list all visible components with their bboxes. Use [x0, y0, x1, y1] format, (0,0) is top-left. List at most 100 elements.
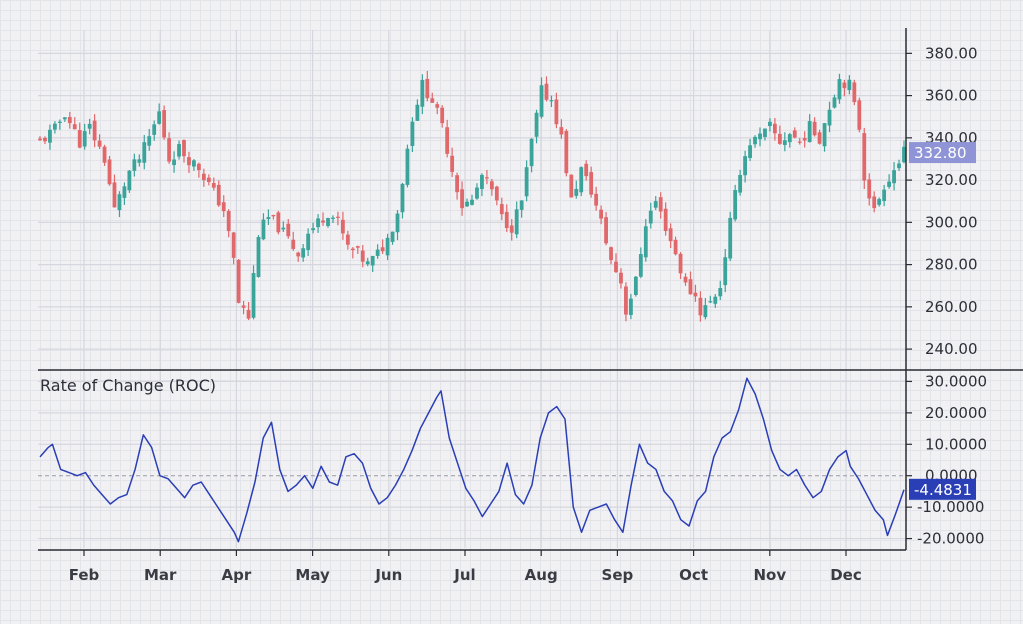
candle-body	[499, 204, 504, 215]
candle	[683, 273, 688, 286]
candle	[748, 138, 752, 161]
candle	[539, 77, 544, 119]
candle	[266, 209, 271, 225]
candle-body	[390, 231, 395, 242]
candle-body	[777, 133, 782, 144]
candle	[718, 280, 723, 301]
candle-body	[643, 226, 648, 258]
candle-body	[256, 236, 261, 277]
candle-body	[579, 167, 584, 193]
candle-body	[102, 146, 107, 163]
candle	[728, 211, 733, 262]
candle	[430, 92, 435, 103]
candle	[609, 246, 613, 265]
candle	[87, 118, 92, 135]
candle	[584, 160, 589, 181]
candle	[321, 212, 325, 226]
candle	[261, 213, 266, 241]
candle-body	[638, 254, 643, 277]
candle-body	[291, 239, 296, 249]
candle-body	[772, 123, 777, 134]
price-tick-label: 380.00	[925, 44, 978, 62]
candle	[172, 151, 176, 173]
candle-body	[296, 252, 301, 257]
candle-body	[326, 218, 330, 226]
month-tick-label: Jul	[453, 566, 475, 584]
candle-body	[226, 210, 231, 232]
candle-body	[728, 217, 733, 259]
candle	[231, 231, 236, 265]
candle	[777, 125, 782, 145]
roc-line	[39, 377, 905, 543]
candle	[579, 166, 584, 197]
candle	[524, 160, 529, 202]
candle-body	[748, 145, 752, 158]
candle-body	[524, 167, 529, 197]
candle-body	[832, 97, 837, 108]
candle-body	[420, 79, 425, 107]
candle	[882, 184, 887, 207]
candle	[484, 169, 489, 185]
candle	[519, 200, 524, 218]
candle-body	[847, 79, 852, 91]
candle-body	[395, 213, 400, 233]
candle-body	[38, 138, 42, 141]
candle-body	[564, 130, 569, 174]
candle	[187, 151, 191, 174]
candle	[72, 117, 77, 130]
candle	[450, 147, 455, 178]
candle	[271, 214, 276, 220]
candle	[743, 150, 748, 183]
candle-body	[311, 228, 316, 231]
candle	[633, 275, 638, 297]
candle-body	[519, 200, 524, 210]
candle-body	[400, 183, 405, 213]
candle	[167, 132, 172, 164]
candle-body	[385, 237, 390, 256]
candle	[534, 109, 539, 144]
candle-body	[902, 146, 906, 163]
candle-body	[753, 136, 757, 145]
candle-body	[633, 276, 638, 295]
candle	[152, 120, 157, 141]
candle-body	[450, 155, 455, 172]
candle	[792, 127, 797, 139]
candle-body	[331, 217, 335, 219]
price-tick-label: 360.00	[925, 87, 978, 105]
candle	[648, 202, 653, 229]
candle	[768, 118, 772, 132]
candle	[132, 153, 137, 177]
candle-body	[822, 123, 827, 147]
candle	[703, 298, 708, 320]
candle-body	[584, 163, 589, 177]
candle-body	[867, 179, 872, 199]
candle	[62, 117, 67, 122]
candle-body	[549, 100, 554, 102]
candle-body	[251, 273, 256, 318]
candle	[867, 173, 872, 206]
candle	[460, 181, 464, 216]
candle-body	[340, 219, 345, 234]
candle	[360, 244, 365, 268]
candle	[276, 210, 281, 235]
roc-tick-label: -10.0000	[917, 498, 984, 516]
roc-axis-ticks: 30.000020.000010.00000.0000-10.0000-20.0…	[906, 372, 987, 548]
candle-body	[738, 175, 743, 193]
candle	[405, 144, 410, 188]
candle	[440, 105, 445, 128]
price-badge-bg	[909, 142, 976, 164]
candle	[331, 215, 335, 224]
candle-body	[127, 170, 132, 191]
candle	[807, 114, 812, 143]
candle	[301, 244, 306, 262]
candle	[763, 128, 767, 141]
candle-body	[723, 257, 728, 286]
candle-body	[276, 212, 281, 233]
candle-body	[802, 138, 807, 141]
candle-body	[892, 170, 896, 184]
candle	[211, 177, 216, 191]
candle-body	[370, 255, 375, 266]
candle-body	[52, 123, 57, 130]
candle	[390, 231, 395, 245]
candle-body	[301, 248, 306, 258]
